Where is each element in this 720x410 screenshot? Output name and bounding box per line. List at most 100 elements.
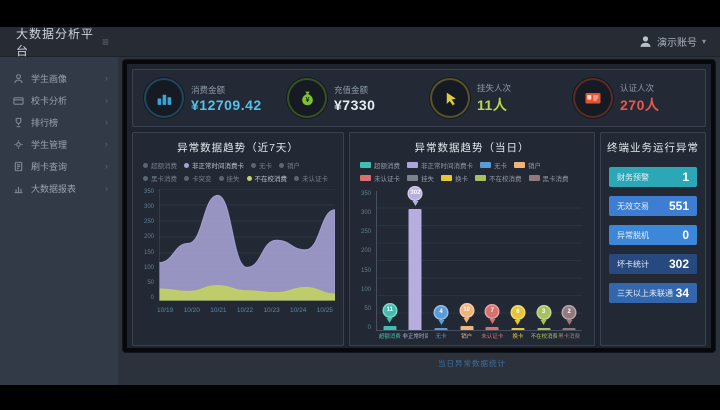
value-balloon-marker[interactable]: 2	[561, 305, 577, 325]
report-chart-icon	[14, 186, 23, 193]
bars-area: 11 超额消费 302 非正常时间消费卡 4 无卡 10 销户 7 未认证卡 6 换卡 3 不在校消费 2 黑…	[376, 186, 582, 340]
legend-item[interactable]: 销户	[514, 160, 541, 170]
value-balloon-marker[interactable]: 11	[382, 302, 398, 323]
sidebar-item-trophy[interactable]: 排行榜 ›	[0, 111, 118, 133]
kpi-label: 消费金额	[191, 84, 226, 95]
value-balloon-marker[interactable]: 6	[510, 304, 526, 325]
kpi-value: ¥7330	[334, 96, 376, 113]
stat-value: 0	[682, 228, 689, 242]
sidebar-item-label: 大数据报表	[31, 183, 77, 194]
terminal-stat-row[interactable]: 财务预警 1	[609, 167, 697, 187]
legend-item[interactable]: 卡突变	[184, 173, 212, 183]
bar-column: 302 非正常时间消费卡	[402, 186, 428, 340]
sidebar-item-doc[interactable]: 刷卡查询 ›	[0, 155, 118, 177]
terminal-stat-row[interactable]: 三天以上未联通 34	[609, 283, 697, 303]
bar-column: 2 黑卡消费	[558, 191, 580, 340]
sidebar-collapse-icon[interactable]: ≡	[102, 34, 110, 49]
legend-item[interactable]: 超额消费	[360, 160, 400, 170]
legend-item[interactable]: 无卡	[480, 160, 507, 170]
chevron-right-icon: ›	[105, 117, 108, 127]
legend-trend-7days: 超额消费 非正常时间消费卡 无卡 销户黑卡消费 卡突变 挂失 不在校消费 未认证卡	[133, 155, 343, 187]
bar[interactable]	[485, 327, 499, 330]
legend-label: 换卡	[455, 176, 468, 183]
sidebar-item-label: 校卡分析	[31, 95, 68, 106]
legend-dot-icon	[218, 175, 224, 181]
bar-category-label: 非正常时间消费卡	[402, 334, 429, 340]
kpi-card: 认证人次 270人	[562, 70, 705, 126]
kpi-row: 消费金额 ¥12709.42 ¥ 充值金额 ¥7330 挂失人次 11人 认证人次 270人	[132, 69, 706, 127]
legend-item[interactable]: 换卡	[441, 173, 468, 183]
document-search-icon	[14, 161, 23, 171]
legend-swatch-icon	[360, 162, 371, 168]
legend-dot-icon	[143, 162, 148, 168]
legend-item[interactable]: 不在校消费	[475, 173, 522, 183]
sidebar-item-user[interactable]: 学生画像 ›	[0, 67, 118, 89]
moneybag-icon: ¥	[289, 80, 325, 116]
legend-item[interactable]: 黑卡消费	[528, 173, 569, 183]
bar[interactable]	[511, 327, 525, 330]
terminal-stat-row[interactable]: 坏卡统计 302	[609, 254, 697, 274]
sidebar-item-label: 刷卡查询	[31, 161, 68, 172]
bar[interactable]	[408, 209, 422, 330]
bar[interactable]	[537, 328, 551, 330]
bar[interactable]	[562, 328, 576, 330]
bar[interactable]	[460, 326, 474, 330]
chevron-down-icon: ▾	[701, 37, 706, 46]
stat-label: 财务预警	[617, 172, 649, 182]
stat-label: 异常脱机	[617, 230, 649, 240]
legend-item[interactable]: 超额消费	[143, 160, 177, 170]
legend-swatch-icon	[441, 175, 452, 181]
value-balloon-marker[interactable]: 302	[407, 186, 423, 207]
bar-category-label: 销户	[461, 334, 473, 340]
kpi-value: ¥12709.42	[191, 96, 262, 113]
panel-terminal-status: 终端业务运行异常 财务预警 1 无效交易 551 异常脱机 0 坏卡统计 302 三天以上未联通…	[600, 132, 706, 346]
legend-item[interactable]: 不在校消费	[246, 173, 287, 183]
legend-item[interactable]: 销户	[279, 160, 300, 170]
legend-item[interactable]: 未认证卡	[294, 173, 328, 183]
y-axis-today: 350 300 250 200 150 100 50 0	[360, 191, 371, 331]
legend-item[interactable]: 黑卡消费	[143, 173, 177, 183]
legend-item[interactable]: 挂失	[218, 173, 240, 183]
legend-label: 销户	[528, 163, 541, 170]
legend-item[interactable]: 未认证卡	[360, 173, 400, 183]
bar-category-label: 黑卡消费	[558, 334, 581, 340]
legend-label: 销户	[287, 163, 300, 170]
legend-dot-icon	[184, 175, 189, 181]
bar[interactable]	[383, 325, 397, 330]
stat-value: 302	[668, 257, 689, 271]
user-name: 演示账号	[656, 38, 697, 49]
bar-column: 3 不在校消费	[531, 191, 557, 340]
legend-item[interactable]: 挂失	[407, 173, 434, 183]
legend-trend-today: 超额消费 非正常时间消费卡 无卡 销户未认证卡 挂失 换卡 不在校消费 黑卡消费	[350, 155, 594, 187]
user-menu[interactable]: 演示账号 ▾	[639, 34, 720, 49]
legend-item[interactable]: 无卡	[251, 160, 272, 170]
legend-swatch-icon	[407, 162, 418, 168]
stat-value: 1	[682, 170, 689, 184]
x-tick-label: 10/24	[290, 307, 307, 314]
terminal-stat-row[interactable]: 异常脱机 0	[609, 225, 697, 245]
legend-swatch-icon	[514, 162, 525, 168]
sidebar-item-card[interactable]: 校卡分析 ›	[0, 89, 118, 111]
idcard-icon	[575, 80, 611, 116]
bar[interactable]	[434, 328, 448, 330]
area-chart[interactable]: 350 300 250 200 150 100 50 0	[139, 189, 335, 307]
value-balloon-marker[interactable]: 4	[433, 305, 449, 325]
chevron-right-icon: ›	[105, 139, 108, 149]
stat-value: 551	[668, 199, 689, 213]
value-balloon-marker[interactable]: 3	[536, 305, 552, 325]
legend-item[interactable]: 非正常时间消费卡	[184, 160, 244, 170]
value-balloon-marker[interactable]: 7	[484, 304, 500, 325]
value-balloon-marker[interactable]: 10	[459, 303, 475, 323]
legend-item[interactable]: 非正常时间消费卡	[407, 160, 473, 170]
legend-label: 无卡	[259, 163, 272, 170]
sidebar-item-chart[interactable]: 大数据报表 ›	[0, 177, 118, 199]
chevron-right-icon: ›	[105, 73, 108, 83]
legend-dot-icon	[251, 162, 256, 168]
terminal-stat-row[interactable]: 无效交易 551	[609, 196, 697, 216]
sidebar-item-gear[interactable]: 学生管理 ›	[0, 133, 118, 155]
x-tick-label: 10/25	[316, 307, 333, 314]
kpi-value: 11人	[477, 96, 508, 113]
legend-dot-icon	[143, 175, 148, 181]
stat-label: 无效交易	[617, 201, 649, 211]
